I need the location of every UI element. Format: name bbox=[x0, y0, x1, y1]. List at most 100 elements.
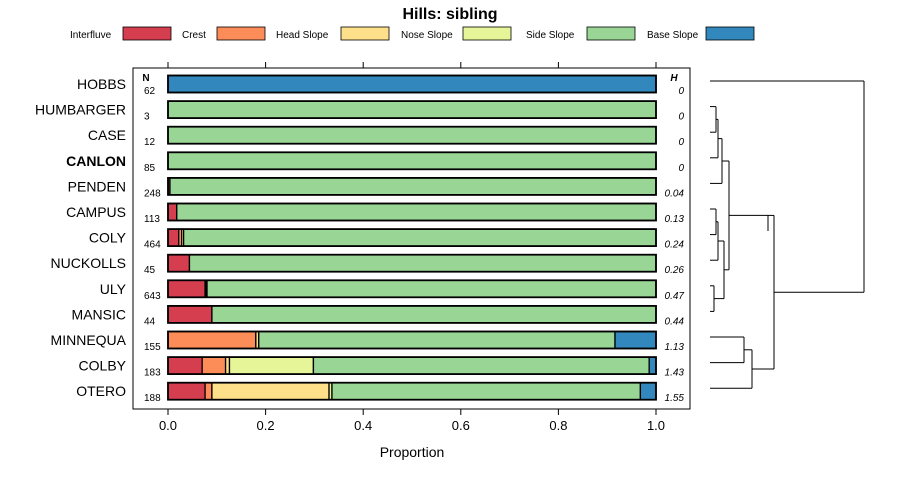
legend-swatch bbox=[705, 26, 755, 41]
bar-row: COLY 464 0.24 bbox=[89, 228, 685, 251]
row-h-value: 0.04 bbox=[665, 188, 685, 199]
bar-row: HUMBARGER 3 0 bbox=[35, 100, 684, 123]
bar-segment bbox=[312, 356, 650, 375]
row-h-value: 0.13 bbox=[665, 214, 685, 225]
bar-segment bbox=[188, 254, 657, 273]
row-n-value: 12 bbox=[144, 137, 156, 148]
legend-swatch bbox=[462, 26, 512, 41]
bar-row: OTERO 188 1.55 bbox=[76, 381, 685, 404]
row-label: CASE bbox=[88, 127, 126, 143]
x-tick-label: 0.8 bbox=[549, 418, 567, 433]
bar-segment bbox=[176, 202, 657, 222]
bar-segment bbox=[167, 356, 203, 375]
row-n-value: 183 bbox=[144, 368, 161, 379]
bar-segment bbox=[167, 279, 206, 298]
bar-outline bbox=[167, 253, 657, 273]
bar-outline bbox=[167, 125, 657, 145]
row-n-value: 643 bbox=[144, 291, 161, 302]
bar-outline bbox=[167, 304, 657, 324]
row-h-value: 1.55 bbox=[665, 393, 685, 404]
row-h-value: 0.47 bbox=[665, 291, 685, 302]
bar-outline bbox=[167, 176, 657, 196]
legend-label: Crest bbox=[182, 30, 206, 41]
row-h-value: 0 bbox=[678, 137, 684, 148]
bar-segment bbox=[204, 382, 213, 401]
bar-segment bbox=[167, 305, 213, 324]
row-label: HOBBS bbox=[77, 76, 126, 92]
bar-outline bbox=[167, 202, 657, 222]
row-label: HUMBARGER bbox=[35, 102, 126, 118]
row-n-value: 45 bbox=[144, 265, 156, 276]
row-h-value: 0.24 bbox=[665, 240, 685, 251]
x-tick-label: 0.2 bbox=[257, 418, 275, 433]
bar-outline bbox=[167, 228, 657, 248]
bar-row: NUCKOLLS 45 0.26 bbox=[51, 253, 685, 276]
row-n-value: 62 bbox=[144, 86, 156, 97]
bar-segment bbox=[211, 382, 330, 401]
row-label: CAMPUS bbox=[66, 204, 126, 220]
bar-segment bbox=[258, 330, 616, 350]
bar-segment bbox=[167, 151, 657, 170]
row-n-value: 248 bbox=[144, 188, 161, 199]
legend-label: Head Slope bbox=[276, 30, 329, 41]
row-n-value: 85 bbox=[144, 163, 156, 174]
legend-swatch bbox=[340, 26, 390, 41]
bar-outline bbox=[167, 356, 657, 376]
legend: Interfluve Crest Head Slope Nose Slope Side … bbox=[70, 26, 755, 41]
row-n-value: 188 bbox=[144, 393, 161, 404]
bar-segment bbox=[167, 254, 191, 273]
row-n-value: 464 bbox=[144, 240, 161, 251]
row-h-value: 0.44 bbox=[665, 316, 685, 327]
bar-row: CAMPUS 113 0.13 bbox=[66, 202, 685, 225]
bar-segment bbox=[169, 177, 657, 196]
n-column-header: N bbox=[142, 73, 149, 84]
row-label: NUCKOLLS bbox=[51, 255, 126, 271]
x-tick-label: 0.6 bbox=[452, 418, 470, 433]
bar-segment bbox=[228, 356, 315, 375]
row-h-value: 0.26 bbox=[665, 265, 685, 276]
bar-segment bbox=[211, 305, 657, 324]
bar-segment bbox=[639, 382, 657, 401]
bar-outline bbox=[167, 100, 657, 119]
bar-row: ULY 643 0.47 bbox=[100, 279, 685, 302]
bar-row: MANSIC 44 0.44 bbox=[72, 304, 685, 327]
row-n-value: 113 bbox=[144, 214, 160, 225]
row-label: COLBY bbox=[79, 358, 127, 374]
bar-outline bbox=[167, 381, 657, 401]
row-label: COLY bbox=[89, 230, 127, 246]
x-tick-label: 1.0 bbox=[647, 418, 665, 433]
bar-outline bbox=[167, 279, 657, 299]
bar-segment bbox=[167, 382, 206, 401]
row-label: ULY bbox=[100, 281, 127, 297]
bar-segment bbox=[167, 126, 657, 145]
dendrogram bbox=[710, 80, 865, 389]
row-label: MANSIC bbox=[72, 306, 126, 322]
bar-outline bbox=[167, 74, 657, 94]
row-h-value: 0 bbox=[678, 112, 684, 123]
row-label: PENDEN bbox=[68, 178, 126, 194]
bar-row: CANLON 85 0 bbox=[66, 151, 684, 174]
row-label: CANLON bbox=[66, 153, 126, 169]
row-label: MINNEQUA bbox=[51, 332, 127, 348]
plot-frame bbox=[132, 67, 691, 410]
legend-label: Nose Slope bbox=[401, 30, 453, 41]
bar-row: COLBY 183 1.43 bbox=[79, 356, 684, 379]
bar-segment bbox=[206, 279, 657, 298]
legend-swatch bbox=[586, 26, 636, 41]
bar-row: PENDEN 248 0.04 bbox=[68, 176, 685, 199]
bar-row: MINNEQUA 155 1.13 bbox=[51, 330, 685, 353]
row-n-value: 3 bbox=[144, 112, 150, 123]
bar-row: CASE 12 0 bbox=[88, 125, 684, 148]
legend-swatch bbox=[122, 26, 172, 41]
x-axis-title: Proportion bbox=[380, 444, 445, 460]
h-column-header: H bbox=[670, 73, 678, 84]
bar-segment bbox=[201, 356, 227, 375]
bar-segment bbox=[648, 356, 657, 375]
row-h-value: 0 bbox=[678, 86, 684, 97]
bar-segment bbox=[331, 382, 642, 401]
row-h-value: 1.13 bbox=[665, 342, 685, 353]
bar-segment bbox=[614, 330, 657, 350]
bar-outline bbox=[167, 330, 657, 350]
bar-segment bbox=[167, 228, 180, 247]
